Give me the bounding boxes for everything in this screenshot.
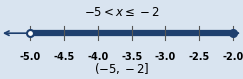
Text: -4.5: -4.5	[53, 52, 75, 62]
Text: -4.0: -4.0	[87, 52, 109, 62]
Text: $-5 < x \leq -2$: $-5 < x \leq -2$	[84, 6, 159, 19]
Text: -2.5: -2.5	[189, 52, 210, 62]
Text: -5.0: -5.0	[20, 52, 41, 62]
Text: $(-5, -2]$: $(-5, -2]$	[94, 61, 149, 76]
Text: -2.0: -2.0	[222, 52, 243, 62]
Text: -3.5: -3.5	[121, 52, 142, 62]
Text: -3.0: -3.0	[155, 52, 176, 62]
